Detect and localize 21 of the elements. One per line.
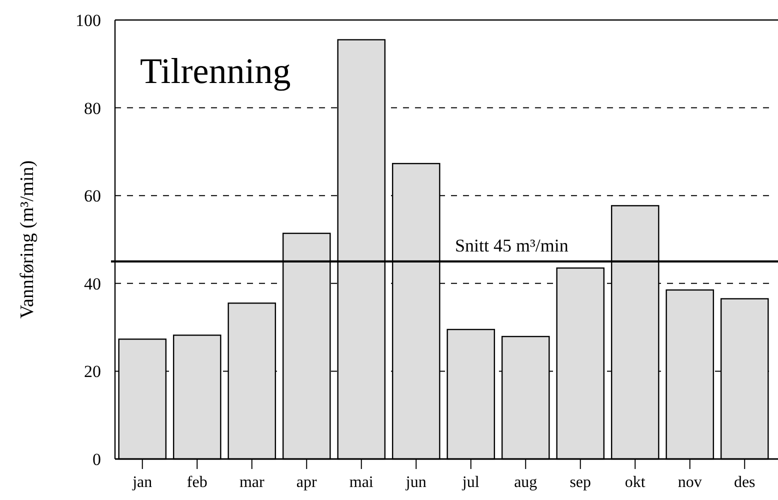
y-tick-label: 80 bbox=[84, 98, 101, 118]
x-tick-label: sep bbox=[570, 474, 592, 491]
y-tick-label: 100 bbox=[76, 10, 101, 30]
y-axis-title: Vannføring (m³/min) bbox=[17, 160, 38, 319]
y-tick-label: 60 bbox=[84, 186, 101, 206]
y-tick-label: 40 bbox=[84, 274, 101, 294]
text: Tilrenning bbox=[140, 51, 291, 91]
x-tick-label: feb bbox=[186, 474, 208, 491]
x-tick-label: aug bbox=[514, 474, 538, 491]
x-tick-label: mar bbox=[239, 474, 265, 491]
x-tick-label: jan bbox=[132, 474, 152, 491]
y-tick-label: 0 bbox=[92, 450, 101, 469]
x-tick-label: okt bbox=[624, 474, 646, 491]
x-tick-label: jul bbox=[461, 474, 480, 491]
x-tick-label: apr bbox=[296, 474, 318, 491]
x-tick-label: mai bbox=[349, 474, 374, 491]
x-tick-label: nov bbox=[678, 474, 702, 491]
x-tick-label: jun bbox=[404, 474, 426, 491]
x-tick-label: des bbox=[734, 474, 756, 491]
ref-line-label: Snitt 45 m³/min bbox=[455, 235, 568, 256]
y-tick-label: 20 bbox=[84, 362, 101, 382]
